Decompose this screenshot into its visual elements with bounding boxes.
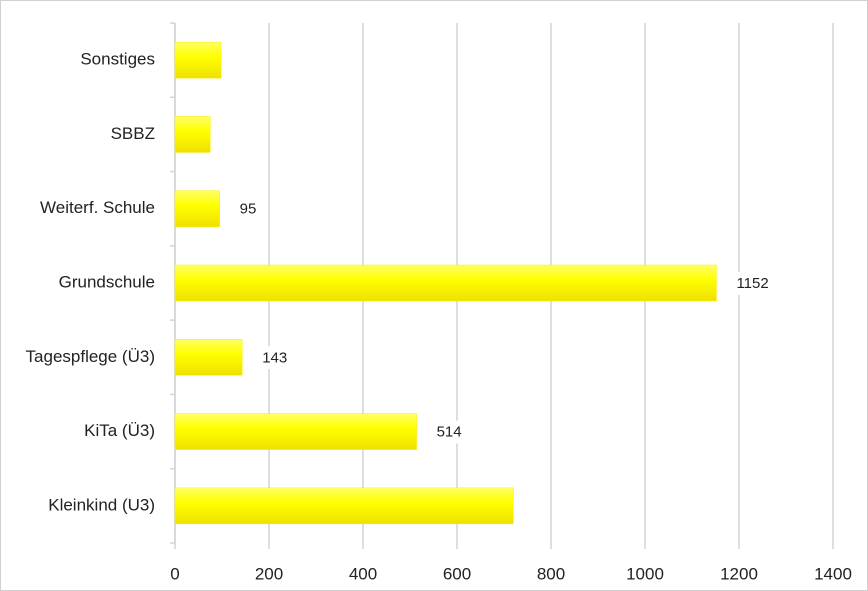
- bar: [174, 41, 222, 79]
- data-label: 95: [240, 201, 257, 218]
- bar: [174, 264, 717, 302]
- data-label-background: [259, 346, 291, 370]
- y-tick-label: Grundschule: [59, 272, 155, 291]
- y-tick-label: Tagespflege (Ü3): [26, 347, 155, 366]
- data-label-background: [236, 197, 260, 221]
- x-tick-label: 200: [255, 564, 283, 583]
- x-tick-label: 800: [537, 564, 565, 583]
- y-tick-label: KiTa (Ü3): [84, 421, 155, 440]
- data-label-background: [433, 420, 465, 444]
- y-tick-label: Kleinkind (U3): [48, 495, 155, 514]
- y-tick-label: Sonstiges: [80, 50, 155, 69]
- bar: [174, 487, 514, 525]
- x-tick-label: 600: [443, 564, 471, 583]
- data-label: 1152: [736, 275, 768, 292]
- x-tick-label: 1200: [720, 564, 758, 583]
- data-label-background: [733, 271, 772, 295]
- data-label: 143: [262, 349, 287, 366]
- bar: [174, 339, 243, 376]
- x-tick-label: 1400: [814, 564, 852, 583]
- data-label: 514: [437, 424, 462, 441]
- bar: [174, 413, 417, 450]
- x-tick-label: 1000: [626, 564, 664, 583]
- bar: [174, 190, 220, 227]
- bar: [174, 116, 211, 153]
- y-tick-label: Weiterf. Schule: [40, 198, 155, 217]
- x-tick-label: 0: [170, 564, 179, 583]
- y-tick-label: SBBZ: [111, 124, 155, 143]
- x-tick-label: 400: [349, 564, 377, 583]
